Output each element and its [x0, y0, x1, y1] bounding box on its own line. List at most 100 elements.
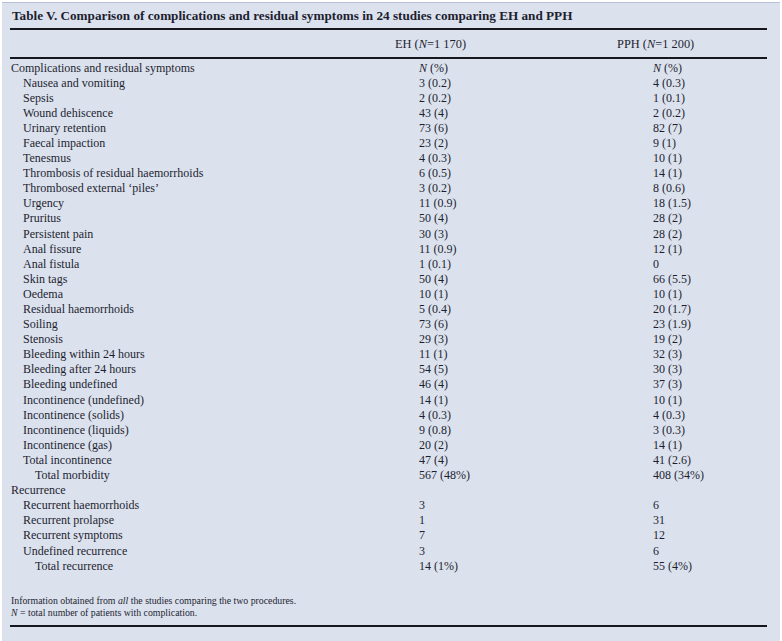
pph-value: 66 (5.5) [653, 272, 691, 287]
n-symbol: N [419, 61, 427, 75]
row-label: Incontinence (solids) [23, 408, 124, 423]
column-header-pph-pre: PPH ( [617, 37, 647, 51]
row-label: Tenesmus [23, 151, 71, 166]
table-row: Undefined recurrence36 [2, 544, 780, 559]
column-header-eh-n: N [419, 37, 427, 51]
table-row: Incontinence (liquids) 9 (0.8) 3 (0.3) [2, 423, 780, 438]
table-row: Nausea and vomiting 3 (0.2) 4 (0.3) [2, 76, 780, 91]
row-label: Incontinence (gas) [23, 438, 112, 453]
eh-value: 2 (0.2) [419, 91, 451, 106]
row-label: Pruritus [23, 211, 61, 226]
table-row: Skin tags50 (4)66 (5.5) [2, 272, 780, 287]
table-row: Urgency11 (0.9)18 (1.5) [2, 196, 780, 211]
paper-table-panel: Table V. Comparison of complications and… [2, 2, 780, 641]
pph-value: 10 (1) [653, 393, 682, 408]
header-rule [10, 57, 767, 59]
eh-value: 3 (0.2) [419, 181, 451, 196]
row-label: Incontinence (undefined) [23, 393, 144, 408]
table-row: Bleeding undefined46 (4)37 (3) [2, 377, 780, 392]
row-label: Thrombosed external ‘piles’ [23, 181, 159, 196]
row-label: Nausea and vomiting [23, 76, 125, 91]
eh-value: 11 (0.9) [419, 242, 457, 257]
footnote-sources-pre: Information obtained from [11, 595, 118, 606]
pph-value: 6 [653, 498, 659, 513]
eh-value: 73 (6) [419, 121, 448, 136]
eh-value: 11 (1) [419, 347, 448, 362]
row-label: Total recurrence [35, 559, 113, 574]
pph-value: 28 (2) [653, 227, 682, 242]
table-row: Pruritus50 (4)28 (2) [2, 211, 780, 226]
row-label: Complications and residual symptoms [11, 61, 195, 76]
table-row: Persistent pain30 (3)28 (2) [2, 227, 780, 242]
pph-value: 12 [653, 528, 665, 543]
pph-value: 10 (1) [653, 287, 682, 302]
eh-value: 20 (2) [419, 438, 448, 453]
eh-value: 4 (0.3) [419, 151, 451, 166]
n-symbol: N [653, 61, 661, 75]
column-header-eh-post: =1 170) [427, 37, 466, 51]
footnote-sources-post: the studies comparing the two procedures… [128, 595, 296, 606]
pph-value: 1 (0.1) [653, 91, 685, 106]
row-label: Oedema [23, 287, 63, 302]
eh-value: 10 (1) [419, 287, 448, 302]
table-row: Anal fistula1 (0.1)0 [2, 257, 780, 272]
pph-value: 37 (3) [653, 377, 682, 392]
pph-value: 30 (3) [653, 362, 682, 377]
table-row: Incontinence (solids)4 (0.3)4 (0.3) [2, 408, 780, 423]
row-label: Anal fistula [23, 257, 79, 272]
pph-value: 41 (2.6) [653, 453, 691, 468]
eh-value: 73 (6) [419, 317, 448, 332]
row-label: Anal fissure [23, 242, 81, 257]
eh-value: 1 (0.1) [419, 257, 451, 272]
pph-value: 8 (0.6) [653, 181, 685, 196]
table-row: Anal fissure 11 (0.9) 12 (1) [2, 242, 780, 257]
table-title: Table V. Comparison of complications and… [12, 8, 572, 24]
eh-value: 23 (2) [419, 136, 448, 151]
row-label: Residual haemorrhoids [23, 302, 134, 317]
pph-value: 82 (7) [653, 121, 682, 136]
row-label: Stenosis [23, 332, 63, 347]
row-label: Faecal impaction [23, 136, 105, 151]
eh-value: 14 (1) [419, 393, 448, 408]
eh-value: 14 (1%) [419, 559, 458, 574]
table-row: Recurrent prolapse131 [2, 513, 780, 528]
footnote-sources: Information obtained from all the studie… [11, 595, 296, 607]
row-label: Recurrent symptoms [23, 528, 123, 543]
table-row: Complications and residual symptomsN (%)… [2, 61, 780, 76]
eh-value: 1 [419, 513, 425, 528]
pph-value: 408 (34%) [653, 468, 704, 483]
row-label: Recurrent prolapse [23, 513, 114, 528]
row-label: Undefined recurrence [23, 544, 127, 559]
pph-value: 10 (1) [653, 151, 682, 166]
row-label: Sepsis [23, 91, 54, 106]
table-row: Thrombosis of residual haemorrhoids6 (0.… [2, 166, 780, 181]
pph-value: 2 (0.2) [653, 106, 685, 121]
column-header-eh: EH (N=1 170) [395, 37, 466, 52]
footnote-n-definition: N = total number of patients with compli… [11, 607, 296, 619]
row-label: Total incontinence [23, 453, 112, 468]
table-row: Oedema 10 (1) 10 (1) [2, 287, 780, 302]
pph-value: 20 (1.7) [653, 302, 691, 317]
table-row: Incontinence (undefined) 14 (1) 10 (1) [2, 393, 780, 408]
row-label: Incontinence (liquids) [23, 423, 129, 438]
row-label: Bleeding after 24 hours [23, 362, 136, 377]
title-rule [10, 28, 767, 30]
eh-value: 3 [419, 498, 425, 513]
table-row: Residual haemorrhoids5 (0.4)20 (1.7) [2, 302, 780, 317]
pph-value: 55 (4%) [653, 559, 692, 574]
table-row: Thrombosed external ‘piles’ 3 (0.2) 8 (0.6… [2, 181, 780, 196]
column-header-pph: PPH (N=1 200) [617, 37, 694, 52]
pph-value: 4 (0.3) [653, 408, 685, 423]
eh-value: 567 (48%) [419, 468, 470, 483]
eh-value: 9 (0.8) [419, 423, 451, 438]
pph-value: 4 (0.3) [653, 76, 685, 91]
pph-value: 12 (1) [653, 242, 682, 257]
table-row: Total incontinence47 (4)41 (2.6) [2, 453, 780, 468]
row-label: Wound dehiscence [23, 106, 113, 121]
pph-value: 3 (0.3) [653, 423, 685, 438]
eh-value: 29 (3) [419, 332, 448, 347]
eh-value: 7 [419, 528, 425, 543]
row-label: Urinary retention [23, 121, 106, 136]
row-label: Soiling [23, 317, 58, 332]
eh-value: 3 (0.2) [419, 76, 451, 91]
